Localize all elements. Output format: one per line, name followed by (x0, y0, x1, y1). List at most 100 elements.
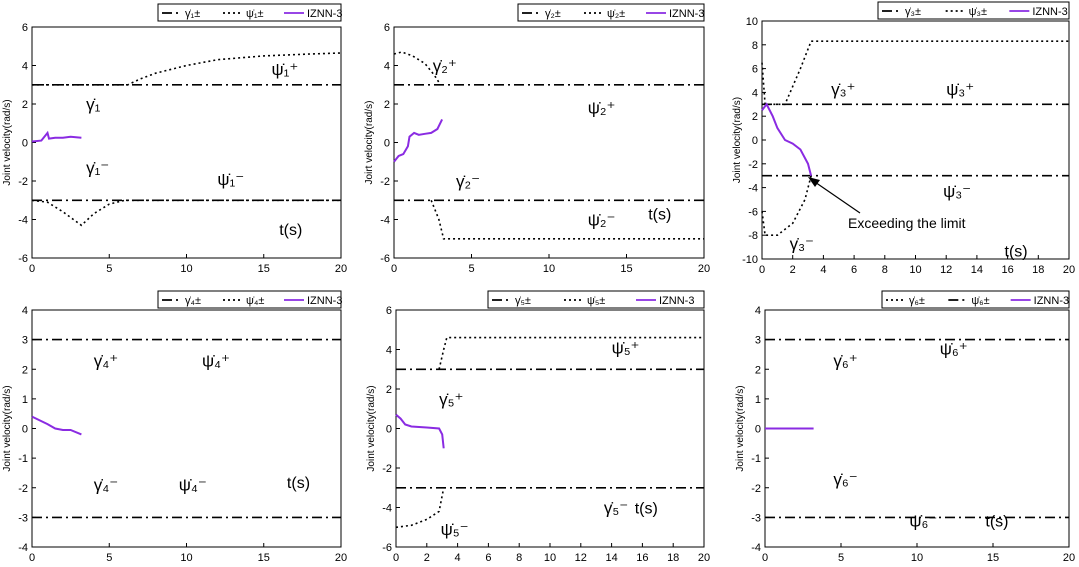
label-gamma-minus: γ̇₃⁻ (790, 234, 814, 253)
label-gamma-minus: γ̇₄⁻ (94, 476, 118, 495)
legend-box (157, 3, 342, 22)
y-tick-label: -1 (18, 453, 28, 465)
y-tick-label: 0 (752, 135, 758, 147)
x-tick-label: 10 (544, 552, 556, 564)
y-tick-label: 6 (386, 305, 392, 317)
x-tick-label: 5 (838, 552, 844, 564)
legend-label: ψ̇₄± (246, 295, 264, 307)
y-tick-label: 8 (752, 40, 758, 52)
label-gamma-minus: γ̇₅⁻ (604, 498, 628, 517)
y-axis-label: Joint velocity(rad/s) (366, 385, 377, 471)
x-tick-label: 20 (1063, 264, 1075, 276)
label-psi-minus: ψ̇₂⁻ (588, 210, 616, 229)
x-tick-label: 14 (971, 264, 983, 276)
y-axis-label: Joint velocity(rad/s) (732, 97, 743, 183)
y-tick-label: 4 (386, 345, 392, 357)
legend-label: γ̇₁± (185, 8, 200, 20)
time-axis-label: t(s) (287, 475, 310, 492)
label-psi-minus: ψ̇₄⁻ (179, 476, 207, 495)
y-tick-label: 4 (22, 61, 28, 73)
x-tick-label: 0 (391, 263, 397, 275)
y-tick-label: -3 (18, 512, 28, 524)
legend-label: IZNN-3 (659, 295, 694, 307)
series-line-dotted-2 (430, 200, 704, 240)
chart-panel-1: 0 5 10 15 20 -6 -4 -2 0 2 4 6 Joint velocity(rad/s) γ… (2, 3, 347, 275)
annotation-arrow (811, 179, 861, 214)
x-tick-label: 15 (987, 552, 999, 564)
label-gamma-plus: γ̇₅⁺ (439, 390, 463, 409)
legend-label: γ̇₃± (905, 6, 921, 18)
x-tick-label: 10 (180, 552, 192, 564)
time-axis-label: t(s) (1005, 244, 1028, 261)
y-axis-label: Joint velocity(rad/s) (2, 99, 13, 185)
x-tick-label: 8 (516, 552, 522, 564)
x-tick-label: 20 (698, 552, 710, 564)
series-line-dotted-2 (31, 199, 341, 227)
legend-label: IZNN-3 (1034, 295, 1069, 307)
y-tick-label: 2 (755, 364, 761, 376)
legend-label: IZNN-3 (669, 8, 704, 20)
y-tick-label: -2 (751, 483, 761, 495)
legend-label: IZNN-3 (307, 295, 342, 307)
label-gamma-minus: γ̇₁⁻ (86, 158, 109, 177)
y-axis-label: Joint velocity(rad/s) (2, 385, 13, 471)
x-tick-label: 12 (575, 552, 587, 564)
y-tick-label: -6 (18, 253, 28, 265)
legend-label: ψ̇₂± (607, 8, 625, 20)
x-tick-label: 5 (106, 263, 112, 275)
legend-label: ψ̇₁± (246, 8, 264, 20)
y-tick-label: 10 (746, 16, 758, 28)
x-tick-label: 20 (1063, 552, 1075, 564)
y-tick-label: 3 (22, 335, 28, 347)
y-tick-label: 2 (384, 99, 390, 111)
legend-label: γ̇₅± (515, 295, 531, 307)
label-psi-minus: ψ̇₁⁻ (217, 170, 244, 189)
label-gamma-plus: γ̇₆⁺ (833, 351, 857, 370)
label-gamma-plus: γ̇₄⁺ (94, 351, 118, 370)
x-tick-label: 20 (335, 552, 347, 564)
legend: γ̇₆± ψ̇₆± IZNN-3 (881, 290, 1070, 309)
label-gamma-plus: γ̇₁ (86, 95, 101, 114)
y-tick-label: 6 (22, 22, 28, 34)
y-tick-label: 3 (755, 335, 761, 347)
plot-frame (31, 309, 342, 548)
label-psi-plus: ψ̇₄⁺ (202, 351, 230, 370)
x-tick-label: 18 (667, 552, 679, 564)
y-tick-label: -4 (380, 215, 390, 227)
y-tick-label: -6 (382, 542, 392, 554)
series-line-dotted-1 (32, 52, 342, 86)
series-line-solid-1 (393, 118, 443, 163)
label-gamma-plus: γ̇₃⁺ (831, 80, 855, 99)
y-tick-label: -4 (18, 542, 28, 554)
time-axis-label: t(s) (279, 222, 302, 239)
x-tick-label: 2 (790, 264, 796, 276)
label-psi-minus: ψ̇₃⁻ (943, 182, 971, 201)
y-tick-label: -2 (18, 483, 28, 495)
y-tick-label: 2 (22, 364, 28, 376)
y-axis-label: Joint velocity(rad/s) (735, 385, 746, 471)
label-psi-minus: ψ̇₅⁻ (441, 520, 469, 539)
y-axis-label: Joirt velocity(rad/s) (364, 101, 375, 185)
y-tick-label: 2 (386, 384, 392, 396)
x-tick-label: 4 (820, 264, 826, 276)
legend-label: γ̇₂± (545, 8, 561, 20)
x-tick-label: 10 (543, 263, 555, 275)
legend-box (881, 290, 1070, 309)
x-tick-label: 0 (393, 552, 399, 564)
label-psi-plus: ψ̇₃⁺ (946, 80, 974, 99)
x-tick-label: 4 (455, 552, 461, 564)
chart-panel-3: 0 2 4 6 8 10 12 14 16 18 20 -10 -8 -6 -4 -2 0 2 4 6 8 10 Joint… (732, 1, 1075, 276)
legend: γ̇₂± ψ̇₂± IZNN-3 (517, 3, 705, 22)
legend-box (157, 290, 342, 309)
legend: γ̇₃± ψ̇₃± IZNN-3 (877, 1, 1070, 20)
series-line-solid-1 (31, 130, 82, 143)
label-gamma-minus: γ̇₂⁻ (456, 172, 480, 191)
y-tick-label: 2 (752, 111, 758, 123)
y-tick-label: 1 (22, 394, 28, 406)
time-axis-label: t(s) (648, 207, 671, 224)
y-tick-label: 0 (22, 424, 28, 436)
label-psi-plus: ψ̇₆⁺ (940, 339, 968, 358)
label-gamma-minus: γ̇₆⁻ (833, 470, 857, 489)
legend-label: IZNN-3 (1032, 6, 1067, 18)
